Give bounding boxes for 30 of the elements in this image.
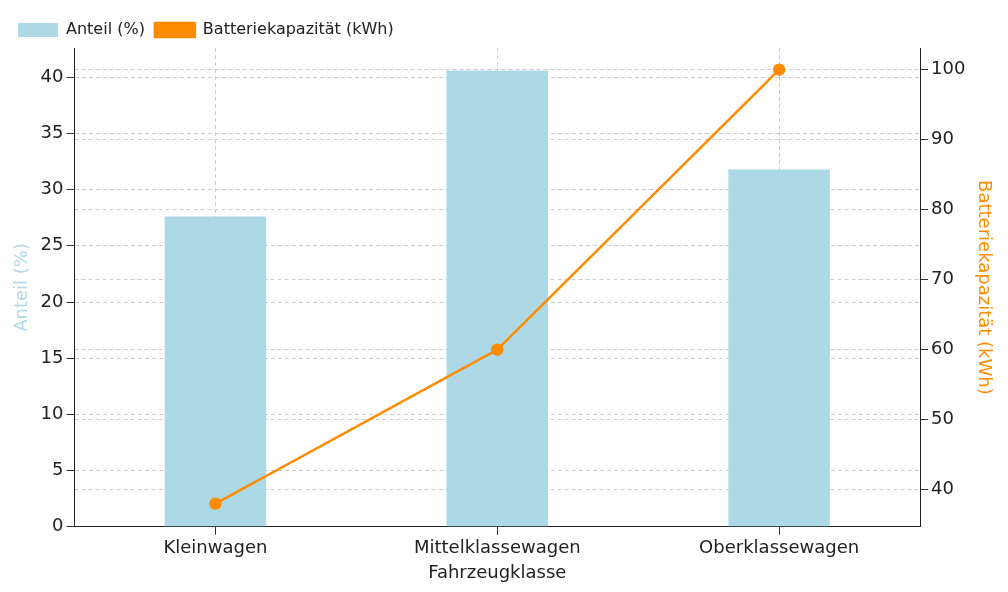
- y2-axis-title: Batteriekapazität (kWh): [974, 180, 996, 395]
- bar: [728, 169, 830, 527]
- x-tick-label: Mittelklassewagen: [413, 536, 581, 558]
- y2-tick-label: 90: [931, 127, 954, 149]
- y-tick-label: 30: [40, 177, 64, 199]
- point: [772, 63, 786, 76]
- bar: [164, 216, 267, 527]
- y2-tick-label: 40: [931, 477, 954, 499]
- y-tick-label: 40: [40, 64, 64, 86]
- y-tick-label: 10: [40, 402, 64, 424]
- bar: [446, 70, 549, 527]
- x-tick-label: Kleinwagen: [163, 536, 268, 558]
- y2-tick-label: 80: [931, 197, 954, 219]
- x-axis-title: Fahrzeugklasse: [428, 560, 567, 582]
- y2-tick-label: 50: [931, 407, 954, 429]
- legend-label: Anteil (%): [66, 19, 145, 39]
- point: [209, 497, 222, 510]
- y-tick-label: 35: [40, 121, 64, 143]
- y-tick-label: 5: [52, 458, 64, 480]
- y-axis-title: Anteil (%): [10, 243, 32, 332]
- y2-tick-label: 100: [931, 57, 966, 79]
- y2-tick-label: 70: [931, 267, 954, 289]
- y-tick-label: 25: [40, 233, 64, 255]
- point: [491, 343, 504, 356]
- x-tick-label: Oberklassewagen: [699, 536, 860, 558]
- y-tick-label: 15: [40, 345, 64, 367]
- y2-tick-label: 60: [931, 337, 954, 359]
- legend-label: Batteriekapazität (kWh): [202, 19, 394, 39]
- y-tick-label: 0: [52, 514, 64, 536]
- y-tick-label: 20: [40, 289, 64, 311]
